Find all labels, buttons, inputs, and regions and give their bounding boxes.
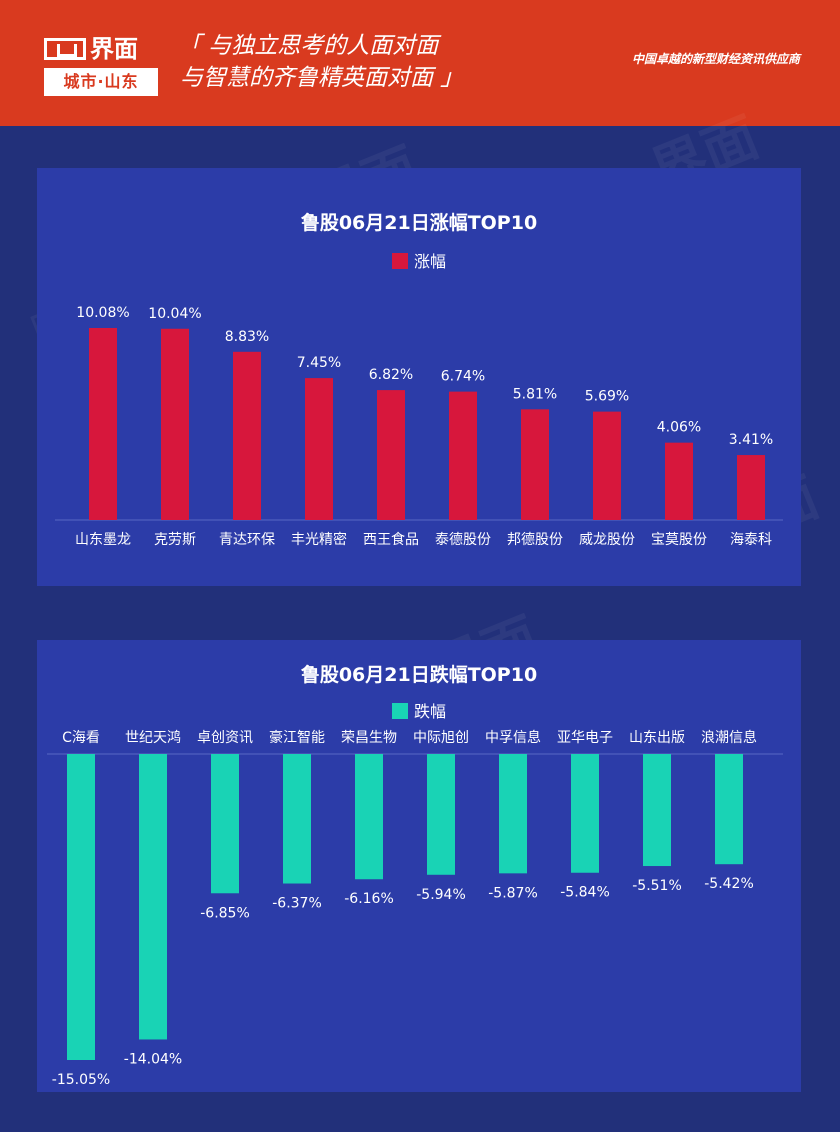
loser-tick-label: 山东出版 bbox=[629, 730, 685, 746]
gainer-tick-label: 青达环保 bbox=[219, 532, 275, 548]
loser-bar bbox=[643, 754, 671, 867]
gainer-bar bbox=[521, 409, 549, 520]
gainer-bar bbox=[89, 328, 117, 520]
loser-value-label: -6.16% bbox=[344, 891, 394, 907]
losers-legend-label: 跌幅 bbox=[413, 702, 446, 721]
loser-bar bbox=[283, 754, 311, 884]
loser-value-label: -5.42% bbox=[704, 876, 754, 892]
loser-bar bbox=[499, 754, 527, 874]
logo: 界面 城市·山东 bbox=[44, 32, 158, 96]
gainer-bar bbox=[665, 442, 693, 520]
gainer-value-label: 3.41% bbox=[729, 432, 773, 448]
loser-bar bbox=[67, 754, 95, 1060]
gainer-bar bbox=[737, 455, 765, 520]
losers-chart-panel: 鲁股06月21日跌幅TOP10 跌幅 -15.05% C海看 -14.04% 世纪天鸿… bbox=[37, 640, 801, 1092]
gainers-legend: 涨幅 bbox=[37, 248, 801, 272]
loser-tick-label: 豪江智能 bbox=[269, 730, 325, 746]
loser-value-label: -5.94% bbox=[416, 887, 466, 903]
legend-swatch-icon bbox=[391, 253, 408, 269]
loser-value-label: -6.85% bbox=[200, 905, 250, 921]
gainer-value-label: 7.45% bbox=[297, 355, 341, 371]
gainer-tick-label: 西王食品 bbox=[363, 531, 419, 548]
gainer-value-label: 5.69% bbox=[585, 389, 629, 405]
gainer-value-label: 4.06% bbox=[657, 420, 701, 436]
loser-bar bbox=[571, 754, 599, 873]
loser-value-label: -14.04% bbox=[124, 1051, 182, 1067]
loser-value-label: -5.84% bbox=[560, 885, 610, 901]
loser-tick-label: 荣昌生物 bbox=[341, 730, 397, 746]
loser-tick-label: C海看 bbox=[62, 730, 100, 746]
gainers-legend-label: 涨幅 bbox=[413, 252, 446, 271]
gainer-tick-label: 海泰科 bbox=[730, 532, 772, 548]
gainers-chart-panel: 鲁股06月21日涨幅TOP10 涨幅 10.08% 山东墨龙 10.04% 克劳斯 8.… bbox=[37, 168, 801, 586]
loser-tick-label: 亚华电子 bbox=[557, 730, 613, 746]
loser-value-label: -6.37% bbox=[272, 896, 322, 912]
loser-bar bbox=[139, 754, 167, 1040]
gainer-tick-label: 克劳斯 bbox=[154, 532, 196, 548]
gainers-chart-title: 鲁股06月21日涨幅TOP10 bbox=[300, 212, 538, 234]
gainer-tick-label: 邦德股份 bbox=[507, 532, 563, 548]
gainer-bar bbox=[593, 411, 621, 520]
gainer-value-label: 10.04% bbox=[148, 306, 201, 322]
slogan-line-1: 「 与独立思考的人面对面 bbox=[178, 33, 439, 59]
loser-value-label: -5.87% bbox=[488, 885, 538, 901]
logo-brand: 界面 bbox=[44, 32, 158, 64]
logo-brand-text: 界面 bbox=[90, 35, 138, 63]
slogan-line-2: 与智慧的齐鲁精英面对面 」 bbox=[180, 65, 464, 91]
gainer-tick-label: 山东墨龙 bbox=[75, 532, 131, 548]
gainer-tick-label: 宝莫股份 bbox=[651, 532, 707, 548]
logo-mark-icon bbox=[44, 38, 86, 60]
loser-tick-label: 浪潮信息 bbox=[701, 729, 757, 746]
gainer-value-label: 6.74% bbox=[441, 369, 485, 385]
loser-bar bbox=[355, 754, 383, 880]
header-banner: 界面 城市·山东 「 与独立思考的人面对面 与智慧的齐鲁精英面对面 」 中国卓越… bbox=[0, 0, 840, 126]
gainer-value-label: 5.81% bbox=[513, 386, 557, 402]
losers-bar-chart: -15.05% C海看 -14.04% 世纪天鸿 -6.85% 卓创资讯 -6.37% 豪江智… bbox=[47, 729, 783, 1088]
gainer-tick-label: 威龙股份 bbox=[579, 532, 635, 548]
loser-tick-label: 中际旭创 bbox=[413, 730, 469, 746]
legend-swatch-icon bbox=[391, 703, 408, 719]
loser-tick-label: 卓创资讯 bbox=[197, 730, 253, 746]
tagline: 中国卓越的新型财经资讯供应商 bbox=[631, 52, 800, 66]
loser-bar bbox=[211, 754, 239, 894]
gainer-tick-label: 泰德股份 bbox=[435, 532, 491, 548]
gainer-value-label: 6.82% bbox=[369, 367, 413, 383]
loser-value-label: -15.05% bbox=[52, 1072, 110, 1088]
gainer-value-label: 10.08% bbox=[76, 305, 129, 321]
logo-city-label: 城市·山东 bbox=[44, 68, 158, 96]
loser-bar bbox=[715, 754, 743, 865]
gainer-bar bbox=[305, 378, 333, 520]
losers-legend: 跌幅 bbox=[37, 698, 801, 722]
loser-tick-label: 中孚信息 bbox=[485, 729, 541, 746]
gainer-bar bbox=[161, 328, 189, 520]
gainer-bar bbox=[233, 351, 261, 520]
losers-chart-title: 鲁股06月21日跌幅TOP10 bbox=[300, 664, 538, 686]
slogan: 「 与独立思考的人面对面 与智慧的齐鲁精英面对面 」 bbox=[178, 30, 463, 94]
gainer-bar bbox=[449, 391, 477, 520]
loser-tick-label: 世纪天鸿 bbox=[125, 729, 181, 746]
gainer-bar bbox=[377, 390, 405, 520]
loser-value-label: -5.51% bbox=[632, 878, 682, 894]
gainer-value-label: 8.83% bbox=[225, 329, 269, 345]
loser-bar bbox=[427, 754, 455, 875]
gainers-bar-chart: 10.08% 山东墨龙 10.04% 克劳斯 8.83% 青达环保 7.45% 丰光精密 6.8… bbox=[55, 305, 783, 548]
gainer-tick-label: 丰光精密 bbox=[291, 531, 347, 548]
